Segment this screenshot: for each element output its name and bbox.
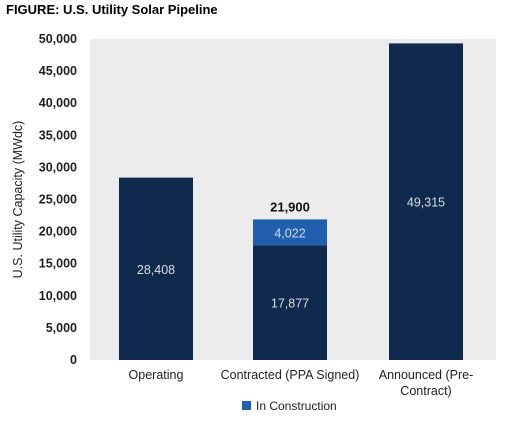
bar-value-labels: 28,408 17,877 4,022 49,315 21,900 xyxy=(137,196,445,311)
bar-total-label: 21,900 xyxy=(270,199,310,214)
x-category-label: Contracted (PPA Signed) xyxy=(221,368,360,382)
bar-value-label: 4,022 xyxy=(274,226,305,240)
y-tick-label: 0 xyxy=(70,353,77,367)
y-axis-ticks: 0 5,000 10,000 15,000 20,000 25,000 30,000 35,0… xyxy=(39,32,77,367)
bar-value-label: 28,408 xyxy=(137,263,175,277)
x-category-label: Announced (Pre-Contract) xyxy=(379,368,474,398)
y-tick-label: 45,000 xyxy=(39,64,77,78)
legend-swatch xyxy=(242,401,251,410)
bars xyxy=(119,43,463,360)
bar-segment xyxy=(253,219,327,246)
x-axis-labels: Operating Contracted (PPA Signed) Announce… xyxy=(129,368,474,398)
bar-segment xyxy=(389,43,463,360)
y-tick-label: 10,000 xyxy=(39,289,77,303)
y-tick-label: 40,000 xyxy=(39,96,77,110)
legend: In Construction xyxy=(242,399,337,413)
y-tick-label: 50,000 xyxy=(39,32,77,46)
bar-value-label: 17,877 xyxy=(271,297,309,311)
y-tick-label: 5,000 xyxy=(46,321,77,335)
y-tick-label: 35,000 xyxy=(39,128,77,142)
x-category-label: Operating xyxy=(129,368,184,382)
legend-label: In Construction xyxy=(256,399,337,413)
chart-title: FIGURE: U.S. Utility Solar Pipeline xyxy=(6,2,218,17)
y-tick-label: 15,000 xyxy=(39,257,77,271)
y-tick-label: 20,000 xyxy=(39,225,77,239)
bar-segment xyxy=(253,245,327,360)
bar-value-label: 49,315 xyxy=(407,196,445,210)
y-axis-title: U.S. Utility Capacity (MWdc) xyxy=(11,121,25,279)
y-tick-label: 30,000 xyxy=(39,160,77,174)
bar-segment xyxy=(119,177,193,360)
y-tick-label: 25,000 xyxy=(39,193,77,207)
